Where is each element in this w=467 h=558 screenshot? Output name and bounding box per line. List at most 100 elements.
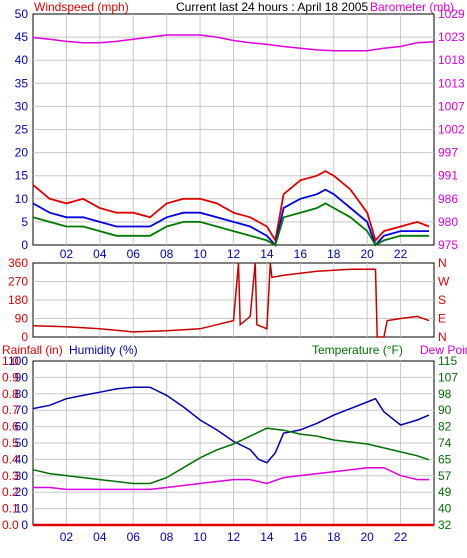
wind-line	[32, 188, 429, 247]
climate-x-tick: 14	[260, 530, 274, 544]
rain-y-tick: 0.3	[2, 469, 19, 483]
barometer-y-tick: 1029	[438, 7, 465, 21]
barometer-y-tick: 975	[438, 238, 458, 252]
direction-line	[32, 262, 430, 338]
humidity-y-tick: 70	[15, 403, 29, 417]
wind-y-tick: 45	[15, 30, 29, 44]
rainfall-legend: Rainfall (in)	[2, 343, 63, 357]
humidity-y-tick: 20	[15, 485, 29, 499]
climate-x-tick: 20	[360, 530, 374, 544]
temperature-y-tick: 74	[438, 436, 452, 450]
direction-y-tick: 90	[15, 312, 29, 326]
climate-x-tick: 18	[327, 530, 341, 544]
compass-y-tick: N	[438, 330, 447, 344]
wind-y-tick: 25	[15, 123, 29, 137]
current-title: Current last 24 hours : April 18 2005	[176, 0, 368, 14]
humidity-y-tick: 50	[15, 436, 29, 450]
rain-y-tick: 0.9	[2, 370, 19, 384]
rain-y-tick: 0.7	[2, 403, 19, 417]
wind-x-tick: 12	[227, 247, 241, 261]
humidity-y-tick: 0	[21, 518, 28, 532]
wind-y-tick: 5	[21, 215, 28, 229]
compass-y-tick: S	[438, 293, 446, 307]
wind-y-tick: 15	[15, 169, 29, 183]
barometer-y-tick: 991	[438, 169, 458, 183]
wind-y-tick: 10	[15, 192, 29, 206]
compass-y-tick: N	[438, 256, 447, 270]
compass-y-tick: E	[438, 312, 446, 326]
temperature-y-tick: 90	[438, 403, 452, 417]
wind-x-tick: 14	[260, 247, 274, 261]
temperature-y-tick: 115	[438, 354, 457, 368]
temperature-y-tick: 98	[438, 387, 452, 401]
wind-x-tick: 16	[294, 247, 308, 261]
wind-x-tick: 10	[193, 247, 207, 261]
climate-x-tick: 02	[60, 530, 74, 544]
wind-x-tick: 20	[360, 247, 374, 261]
wind-x-tick: 18	[327, 247, 341, 261]
barometer-y-tick: 1023	[438, 30, 465, 44]
temperature-y-tick: 57	[438, 469, 452, 483]
rain-y-tick: 0.6	[2, 420, 19, 434]
dewpoint-legend: Dew Point	[420, 343, 467, 357]
barometer-y-tick: 986	[438, 192, 458, 206]
barometer-y-tick: 1013	[438, 76, 465, 90]
humidity-y-tick: 90	[15, 370, 29, 384]
direction-y-tick: 360	[8, 256, 28, 270]
humidity-y-tick: 80	[15, 387, 29, 401]
direction-y-tick: 180	[8, 293, 28, 307]
rain-y-tick: 1.0	[2, 354, 19, 368]
temperature-y-tick: 49	[438, 485, 452, 499]
rain-y-tick: 0.5	[2, 436, 19, 450]
humidity-y-tick: 60	[15, 420, 29, 434]
humidity-legend: Humidity (%)	[69, 343, 138, 357]
rain-y-tick: 0.0	[2, 518, 19, 532]
wind-y-tick: 40	[15, 53, 29, 67]
climate-x-tick: 22	[394, 530, 408, 544]
barometer-y-tick: 1002	[438, 123, 465, 137]
barometer-y-tick: 980	[438, 215, 458, 229]
barometer-title: Barometer (mb)	[370, 0, 454, 14]
humidity-y-tick: 100	[8, 354, 28, 368]
wind-x-tick: 08	[160, 247, 174, 261]
temperature-y-tick: 65	[438, 452, 452, 466]
climate-x-tick: 06	[127, 530, 141, 544]
humidity-y-tick: 10	[15, 502, 29, 516]
barometer-line	[32, 34, 435, 52]
wind-x-tick: 04	[93, 247, 107, 261]
wind-x-tick: 02	[60, 247, 74, 261]
humidity-line	[32, 386, 430, 464]
humidity-y-tick: 40	[15, 452, 29, 466]
temperature-legend: Temperature (°F)	[312, 343, 403, 357]
barometer-y-tick: 1007	[438, 99, 465, 113]
wind-y-tick: 35	[15, 76, 29, 90]
temperature-line	[32, 427, 430, 485]
grid-layer	[33, 14, 434, 525]
wind-y-tick: 30	[15, 99, 29, 113]
wind-y-tick: 20	[15, 146, 29, 160]
barometer-y-tick: 1018	[438, 53, 465, 67]
climate-x-tick: 04	[93, 530, 107, 544]
tick-label-layer: 0510152025303540455097598098699199710021…	[2, 7, 465, 544]
direction-y-tick: 0	[21, 330, 28, 344]
direction-y-tick: 270	[8, 275, 28, 289]
temperature-y-tick: 107	[438, 370, 458, 384]
climate-x-tick: 16	[294, 530, 308, 544]
humidity-y-tick: 30	[15, 469, 29, 483]
wind-y-tick: 0	[21, 238, 28, 252]
windspeed-title: Windspeed (mph)	[34, 0, 129, 14]
temperature-y-tick: 32	[438, 518, 452, 532]
rain-y-tick: 0.1	[2, 502, 19, 516]
gust-line	[32, 170, 430, 243]
temperature-y-tick: 40	[438, 502, 452, 516]
wind-y-tick: 50	[15, 7, 29, 21]
dewpoint-line	[33, 466, 429, 491]
compass-y-tick: W	[438, 275, 450, 289]
wind_low-line	[32, 202, 429, 247]
climate-x-tick: 08	[160, 530, 174, 544]
wind-x-tick: 22	[394, 247, 408, 261]
temperature-y-tick: 82	[438, 420, 452, 434]
barometer-y-tick: 997	[438, 146, 458, 160]
